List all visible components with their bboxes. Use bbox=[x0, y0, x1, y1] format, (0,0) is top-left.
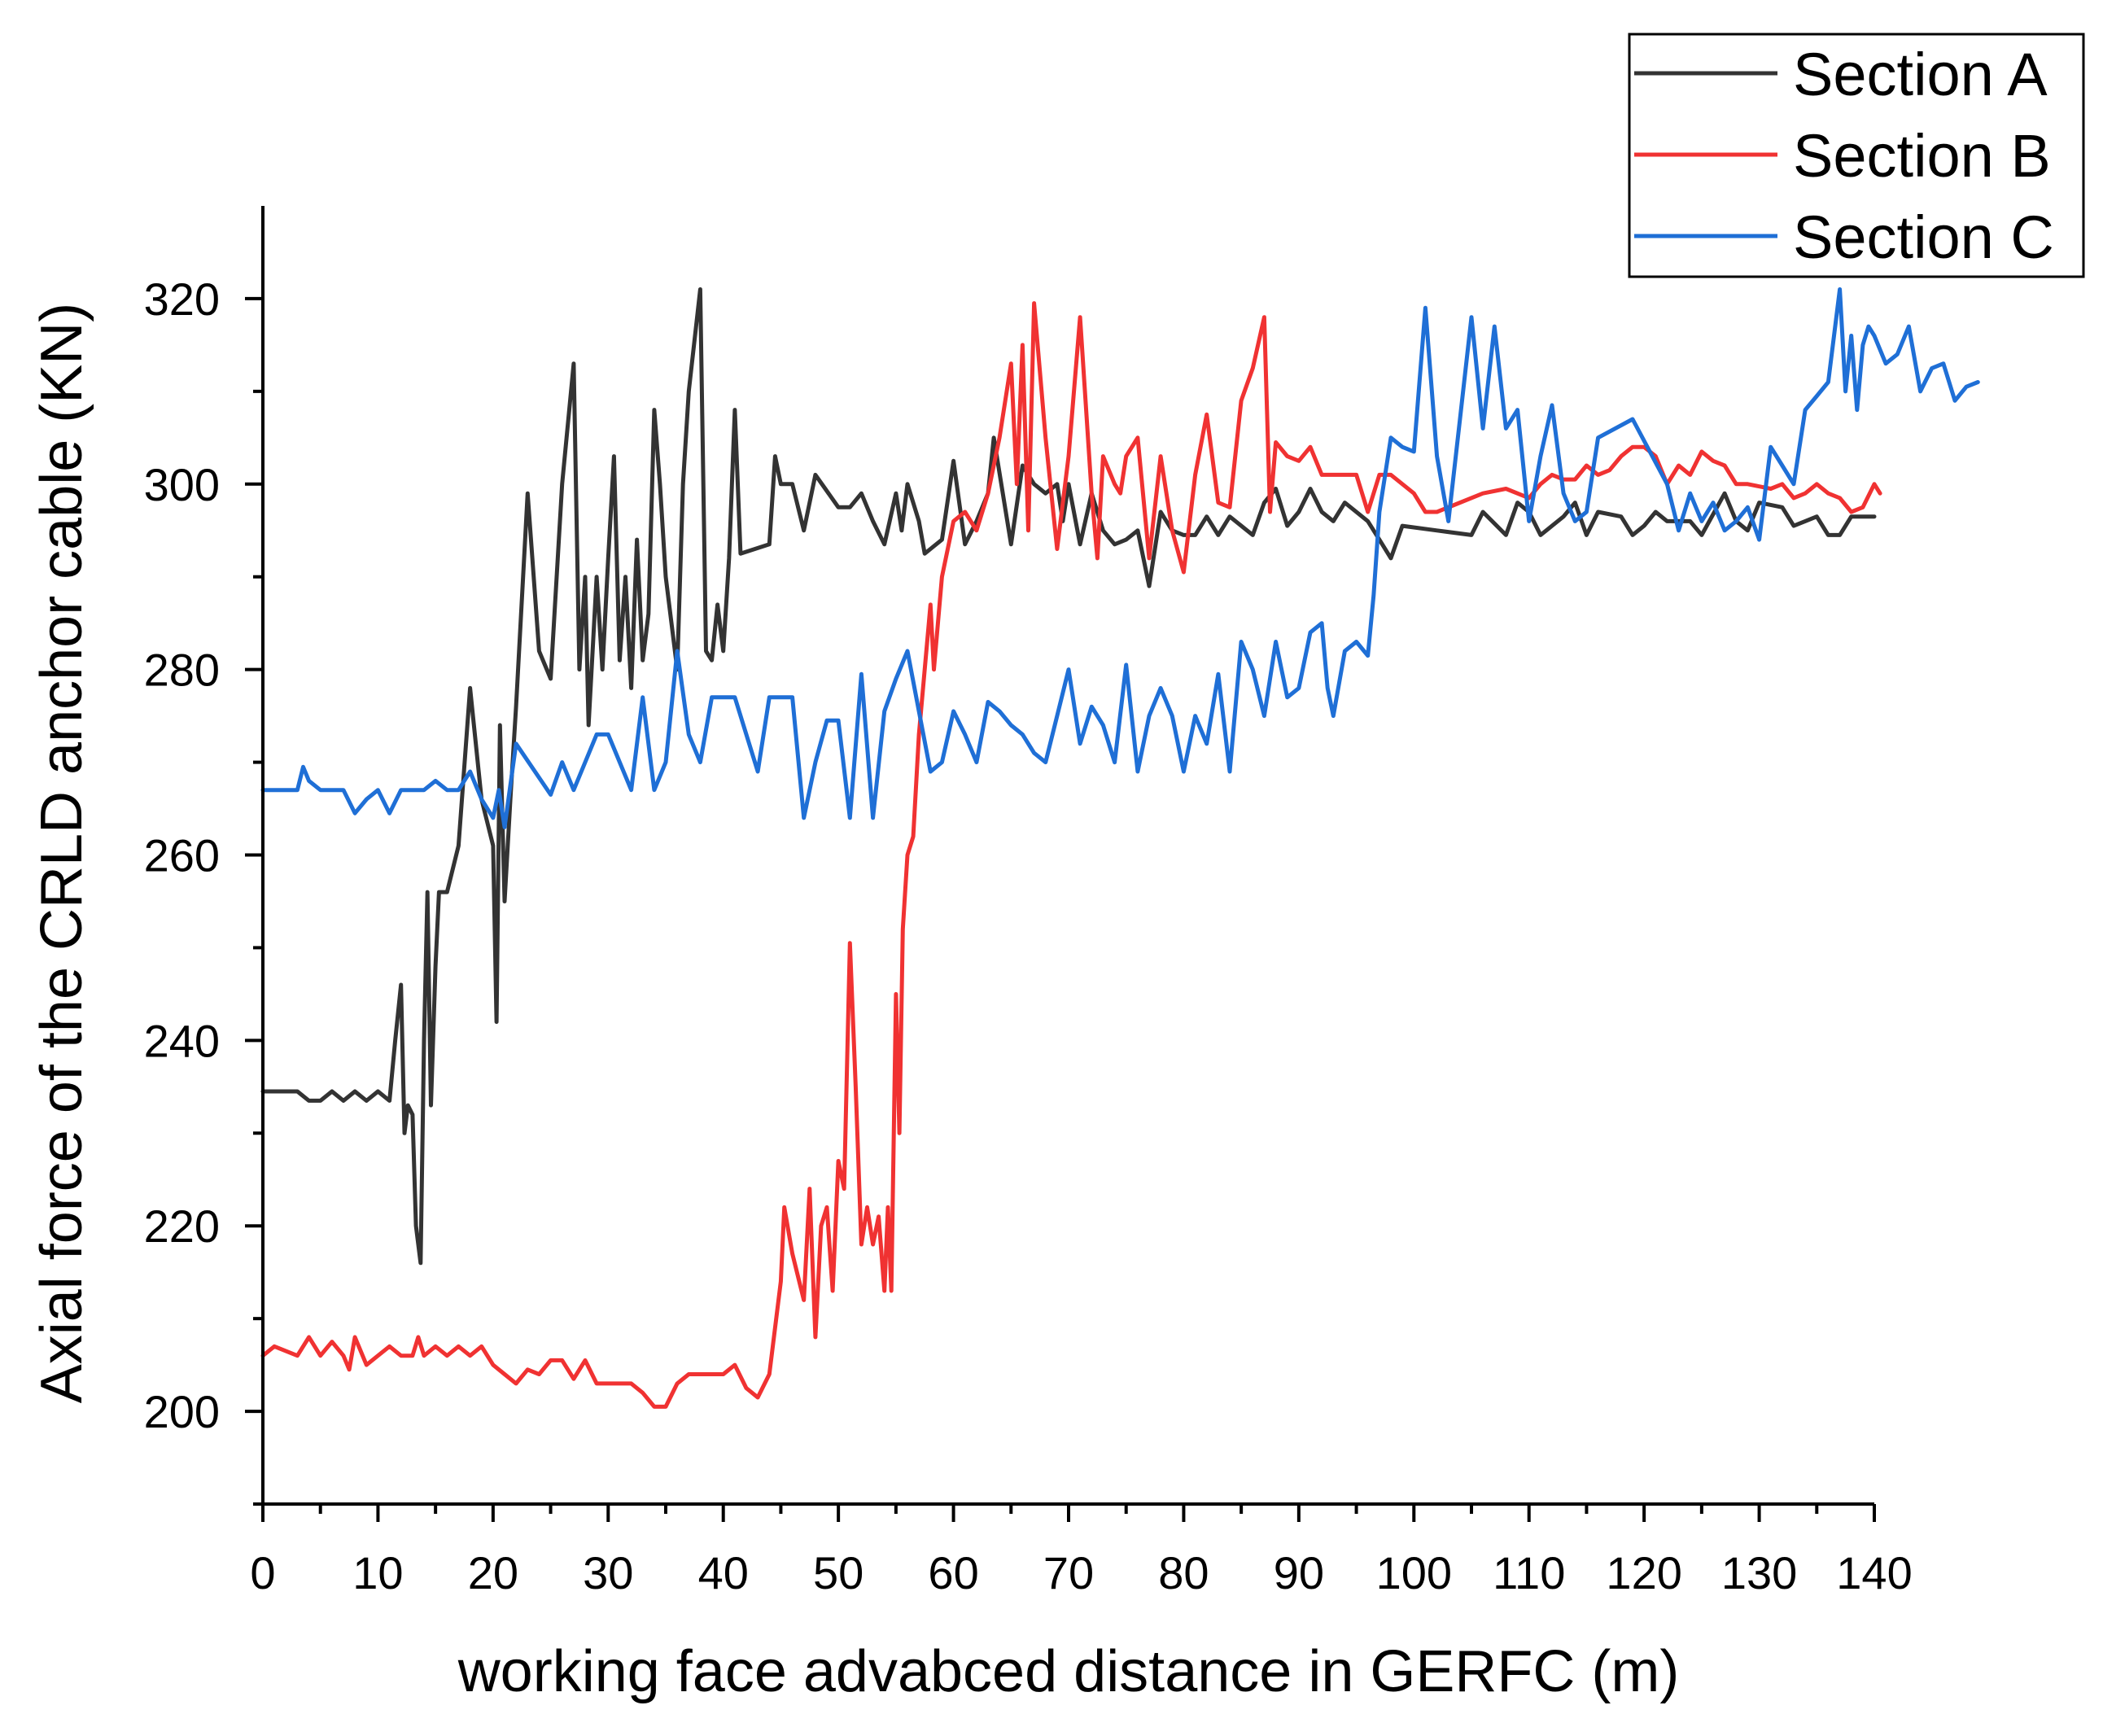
x-tick-label: 0 bbox=[250, 1547, 275, 1598]
x-tick-label: 110 bbox=[1493, 1547, 1565, 1598]
legend-label: Section B bbox=[1793, 122, 2051, 190]
series-layer bbox=[260, 287, 1980, 1409]
x-tick-label: 70 bbox=[1043, 1547, 1094, 1598]
x-tick-label: 120 bbox=[1606, 1547, 1681, 1598]
x-tick-label: 30 bbox=[583, 1547, 633, 1598]
legend: Section A Section B Section C bbox=[1628, 33, 2085, 278]
x-tick-label: 100 bbox=[1376, 1547, 1452, 1598]
x-tick-label: 50 bbox=[813, 1547, 863, 1598]
y-axis-title: Axial force of the CRLD anchor cable (KN… bbox=[29, 303, 94, 1404]
x-tick-label: 130 bbox=[1721, 1547, 1797, 1598]
legend-label: Section C bbox=[1793, 203, 2054, 271]
axes-layer: 200 220 240 260 280 300 320 0 10 20 30 40 50 60 70 80 90… bbox=[144, 206, 1913, 1598]
y-tick-label: 220 bbox=[144, 1200, 220, 1252]
series-line-section-b bbox=[260, 301, 1882, 1409]
y-tick-label: 260 bbox=[144, 830, 220, 881]
x-tick-label: 140 bbox=[1836, 1547, 1912, 1598]
y-tick-label: 240 bbox=[144, 1015, 220, 1066]
y-tick-label: 300 bbox=[144, 459, 220, 510]
series-line-section-c bbox=[260, 287, 1980, 829]
y-tick-label: 320 bbox=[144, 273, 220, 325]
x-tick-label: 20 bbox=[468, 1547, 518, 1598]
y-tick-label: 200 bbox=[144, 1386, 220, 1437]
x-tick-label: 40 bbox=[698, 1547, 749, 1598]
y-tick-label: 280 bbox=[144, 645, 220, 696]
x-tick-label: 90 bbox=[1274, 1547, 1324, 1598]
x-tick-label: 60 bbox=[928, 1547, 978, 1598]
x-axis-title: working face advabced distance in GERFC … bbox=[457, 1639, 1680, 1704]
x-tick-label: 80 bbox=[1158, 1547, 1209, 1598]
legend-label: Section A bbox=[1793, 41, 2048, 108]
x-tick-label: 10 bbox=[352, 1547, 403, 1598]
